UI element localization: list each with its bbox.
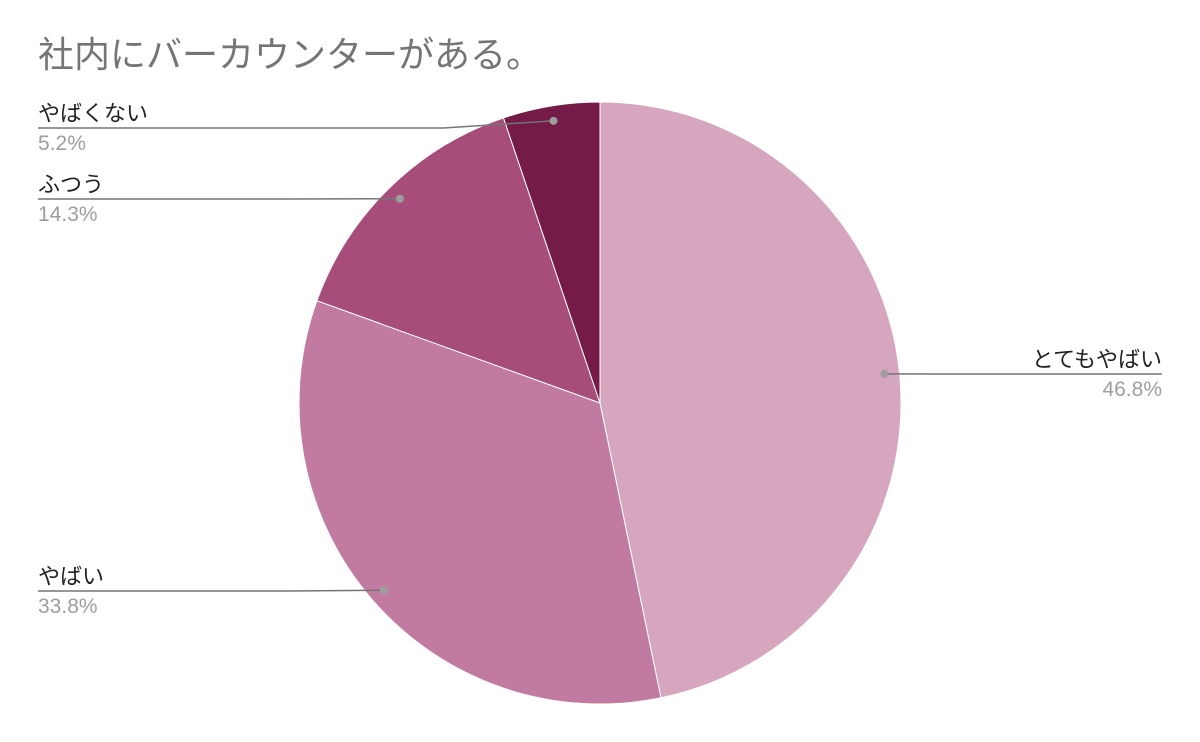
pie-slice-4	[502, 101, 601, 404]
pie-slice-3	[316, 117, 601, 404]
slice-percent-4: 5.2%	[38, 132, 86, 155]
leader-dot-3	[395, 194, 404, 203]
slice-label-2: やばい	[38, 565, 104, 590]
slice-percent-3: 14.3%	[38, 203, 98, 226]
leader-line-4	[38, 120, 554, 129]
pie-slice-1	[599, 101, 902, 699]
slice-label-4: やばくない	[38, 102, 148, 127]
slice-percent-2: 33.8%	[38, 595, 98, 618]
leader-dot-1	[880, 369, 889, 378]
leader-dot-4	[549, 116, 558, 125]
slice-percent-1: 46.8%	[1102, 378, 1162, 401]
pie-slice-2	[298, 300, 662, 705]
slice-label-1: とてもやばい	[1032, 348, 1162, 373]
slice-label-3: ふつう	[38, 173, 104, 198]
chart-title: 社内にバーカウンターがある。	[38, 35, 542, 76]
slice-labels: とてもやばい 46.8% やばい 33.8% ふつう 14.3% やばくない 5.2%	[38, 102, 1162, 618]
leader-line-2	[38, 589, 384, 592]
leader-dot-2	[379, 586, 388, 595]
pie-slices	[298, 101, 902, 705]
